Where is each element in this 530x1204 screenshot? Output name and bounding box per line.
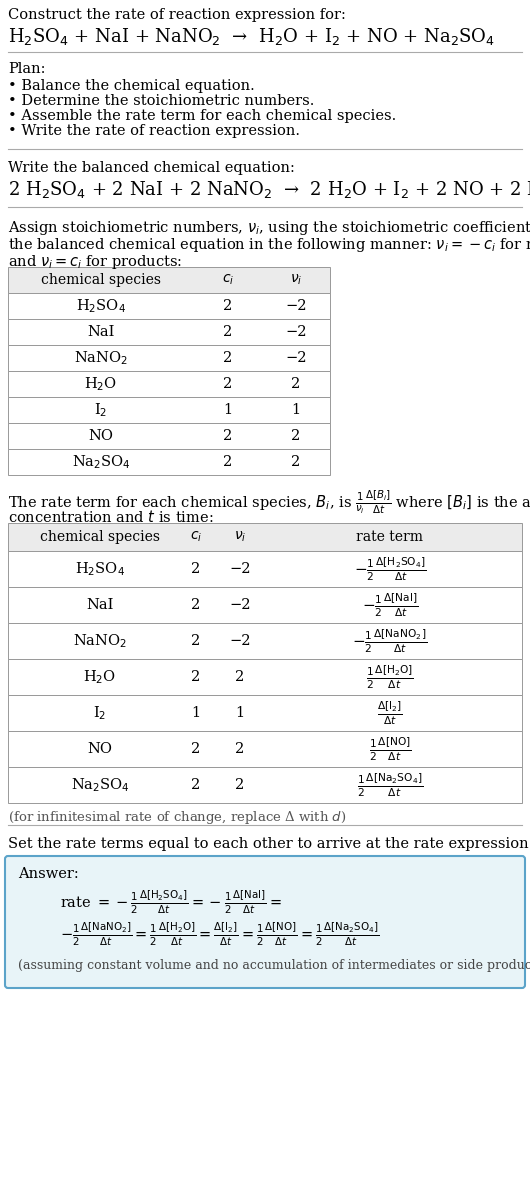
- Text: NO: NO: [89, 429, 113, 443]
- Text: • Determine the stoichiometric numbers.: • Determine the stoichiometric numbers.: [8, 94, 314, 108]
- Text: −2: −2: [229, 635, 251, 648]
- Text: • Balance the chemical equation.: • Balance the chemical equation.: [8, 79, 255, 93]
- Text: H$_2$SO$_4$ + NaI + NaNO$_2$  →  H$_2$O + I$_2$ + NO + Na$_2$SO$_4$: H$_2$SO$_4$ + NaI + NaNO$_2$ → H$_2$O + …: [8, 26, 495, 47]
- Text: 2: 2: [223, 429, 233, 443]
- Text: $c_i$: $c_i$: [222, 273, 234, 288]
- Text: −2: −2: [285, 325, 307, 340]
- Text: the balanced chemical equation in the following manner: $\nu_i = -c_i$ for react: the balanced chemical equation in the fo…: [8, 236, 530, 254]
- Text: $-\frac{1}{2}\frac{\Delta[\mathrm{NaNO_2}]}{\Delta t}$: $-\frac{1}{2}\frac{\Delta[\mathrm{NaNO_2…: [352, 627, 428, 655]
- Text: −2: −2: [229, 562, 251, 576]
- Bar: [8, 449, 330, 476]
- Text: H$_2$SO$_4$: H$_2$SO$_4$: [76, 297, 126, 315]
- Text: • Assemble the rate term for each chemical species.: • Assemble the rate term for each chemic…: [8, 110, 396, 123]
- Text: $c_i$: $c_i$: [190, 530, 202, 544]
- Text: 2: 2: [191, 598, 201, 612]
- Text: H$_2$O: H$_2$O: [83, 668, 117, 686]
- Bar: [8, 346, 330, 371]
- Bar: [8, 551, 522, 588]
- Text: rate $= -\frac{1}{2}\frac{\Delta[\mathrm{H_2SO_4}]}{\Delta t} = -\frac{1}{2}\fra: rate $= -\frac{1}{2}\frac{\Delta[\mathrm…: [60, 889, 281, 916]
- Text: • Write the rate of reaction expression.: • Write the rate of reaction expression.: [8, 124, 300, 138]
- Bar: [8, 622, 522, 659]
- Text: H$_2$O: H$_2$O: [84, 376, 118, 393]
- Text: 2: 2: [191, 669, 201, 684]
- Bar: [8, 588, 522, 622]
- Text: NaNO$_2$: NaNO$_2$: [74, 349, 128, 367]
- Text: $\frac{\Delta[\mathrm{I_2}]}{\Delta t}$: $\frac{\Delta[\mathrm{I_2}]}{\Delta t}$: [377, 700, 403, 727]
- Text: 2: 2: [223, 455, 233, 470]
- Text: 2: 2: [235, 742, 245, 756]
- Text: 2: 2: [235, 778, 245, 792]
- Bar: [8, 293, 330, 319]
- Text: 1: 1: [235, 706, 244, 720]
- Text: 2: 2: [292, 429, 301, 443]
- Text: $-\frac{1}{2}\frac{\Delta[\mathrm{NaNO_2}]}{\Delta t} = \frac{1}{2}\frac{\Delta[: $-\frac{1}{2}\frac{\Delta[\mathrm{NaNO_2…: [60, 921, 379, 949]
- Text: −2: −2: [285, 299, 307, 313]
- Text: $\nu_i$: $\nu_i$: [234, 530, 246, 544]
- Text: Construct the rate of reaction expression for:: Construct the rate of reaction expressio…: [8, 8, 346, 22]
- Text: Assign stoichiometric numbers, $\nu_i$, using the stoichiometric coefficients, $: Assign stoichiometric numbers, $\nu_i$, …: [8, 219, 530, 237]
- Text: 2 H$_2$SO$_4$ + 2 NaI + 2 NaNO$_2$  →  2 H$_2$O + I$_2$ + 2 NO + 2 Na$_2$SO$_4$: 2 H$_2$SO$_4$ + 2 NaI + 2 NaNO$_2$ → 2 H…: [8, 179, 530, 200]
- Text: NO: NO: [87, 742, 112, 756]
- Text: rate term: rate term: [357, 530, 423, 544]
- Bar: [8, 423, 330, 449]
- Text: NaNO$_2$: NaNO$_2$: [73, 632, 127, 650]
- Bar: [8, 731, 522, 767]
- Text: 1: 1: [292, 403, 301, 417]
- Text: (assuming constant volume and no accumulation of intermediates or side products): (assuming constant volume and no accumul…: [18, 960, 530, 972]
- Text: 2: 2: [223, 325, 233, 340]
- Bar: [8, 695, 522, 731]
- Bar: [8, 523, 522, 551]
- Text: 2: 2: [191, 742, 201, 756]
- Text: I$_2$: I$_2$: [93, 704, 107, 722]
- Text: Set the rate terms equal to each other to arrive at the rate expression:: Set the rate terms equal to each other t…: [8, 837, 530, 851]
- Text: The rate term for each chemical species, $B_i$, is $\frac{1}{\nu_i}\frac{\Delta[: The rate term for each chemical species,…: [8, 489, 530, 517]
- Text: chemical species: chemical species: [40, 530, 160, 544]
- Text: $-\frac{1}{2}\frac{\Delta[\mathrm{H_2SO_4}]}{\Delta t}$: $-\frac{1}{2}\frac{\Delta[\mathrm{H_2SO_…: [354, 555, 426, 583]
- Text: −2: −2: [285, 352, 307, 365]
- Text: $\nu_i$: $\nu_i$: [290, 273, 302, 288]
- Text: −2: −2: [229, 598, 251, 612]
- Text: 2: 2: [292, 377, 301, 391]
- Bar: [8, 767, 522, 803]
- Text: Na$_2$SO$_4$: Na$_2$SO$_4$: [70, 777, 129, 793]
- Text: $\frac{1}{2}\frac{\Delta[\mathrm{Na_2SO_4}]}{\Delta t}$: $\frac{1}{2}\frac{\Delta[\mathrm{Na_2SO_…: [357, 772, 423, 798]
- Text: NaI: NaI: [87, 325, 114, 340]
- Text: H$_2$SO$_4$: H$_2$SO$_4$: [75, 560, 125, 578]
- Text: $\frac{1}{2}\frac{\Delta[\mathrm{H_2O}]}{\Delta t}$: $\frac{1}{2}\frac{\Delta[\mathrm{H_2O}]}…: [366, 663, 414, 691]
- Text: 1: 1: [224, 403, 233, 417]
- Bar: [8, 397, 330, 423]
- Text: $-\frac{1}{2}\frac{\Delta[\mathrm{NaI}]}{\Delta t}$: $-\frac{1}{2}\frac{\Delta[\mathrm{NaI}]}…: [361, 591, 418, 619]
- Text: chemical species: chemical species: [41, 273, 161, 287]
- Text: 2: 2: [223, 352, 233, 365]
- Text: 2: 2: [191, 562, 201, 576]
- Text: 2: 2: [223, 299, 233, 313]
- Text: 2: 2: [223, 377, 233, 391]
- Text: concentration and $t$ is time:: concentration and $t$ is time:: [8, 509, 214, 525]
- Text: NaI: NaI: [86, 598, 114, 612]
- Text: Answer:: Answer:: [18, 867, 79, 881]
- Text: I$_2$: I$_2$: [94, 401, 108, 419]
- Text: 2: 2: [191, 778, 201, 792]
- Text: 2: 2: [292, 455, 301, 470]
- Text: Na$_2$SO$_4$: Na$_2$SO$_4$: [72, 453, 130, 471]
- Text: Write the balanced chemical equation:: Write the balanced chemical equation:: [8, 161, 295, 175]
- Text: 1: 1: [191, 706, 200, 720]
- Text: and $\nu_i = c_i$ for products:: and $\nu_i = c_i$ for products:: [8, 253, 182, 271]
- Text: (for infinitesimal rate of change, replace Δ with $d$): (for infinitesimal rate of change, repla…: [8, 809, 347, 826]
- Text: $\frac{1}{2}\frac{\Delta[\mathrm{NO}]}{\Delta t}$: $\frac{1}{2}\frac{\Delta[\mathrm{NO}]}{\…: [369, 736, 411, 763]
- Text: Plan:: Plan:: [8, 61, 46, 76]
- FancyBboxPatch shape: [5, 856, 525, 988]
- Text: 2: 2: [191, 635, 201, 648]
- Text: 2: 2: [235, 669, 245, 684]
- Bar: [8, 371, 330, 397]
- Bar: [8, 659, 522, 695]
- Bar: [8, 319, 330, 346]
- Bar: [8, 267, 330, 293]
